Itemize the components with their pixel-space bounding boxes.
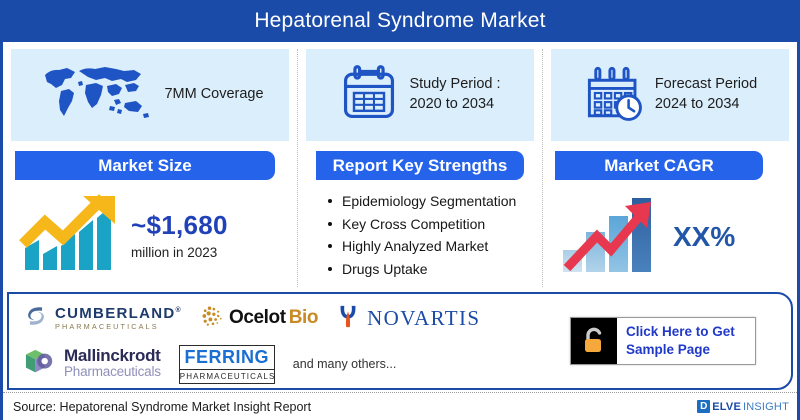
- ocelot-dots-icon: [200, 303, 226, 334]
- mallinckrodt-cube-icon: [23, 347, 57, 382]
- info-card-forecast-period-label: Forecast Period 2024 to 2034: [655, 75, 757, 114]
- cta-line1: Click Here to Get: [626, 324, 735, 340]
- list-item: Epidemiology Segmentation: [328, 190, 530, 213]
- strengths-bar-wrap: Report Key Strengths: [306, 151, 534, 180]
- growth-bar-chart-icon: [19, 194, 123, 277]
- list-item: Key Cross Competition: [328, 213, 530, 236]
- report-strengths-list: Epidemiology Segmentation Key Cross Comp…: [306, 180, 534, 281]
- logo-row-2: Mallinckrodt Pharmaceuticals FERRING PHA…: [23, 342, 564, 386]
- mallinckrodt-subtitle: Pharmaceuticals: [64, 364, 161, 380]
- market-size-value: ~$1,680: [131, 209, 228, 240]
- ocelot-bio-word: Bio: [288, 307, 319, 328]
- sample-page-cta-label: Click Here to Get Sample Page: [617, 318, 755, 364]
- delveinsight-part2: INSIGHT: [742, 400, 789, 413]
- list-item: Highly Analyzed Market: [328, 235, 530, 258]
- column-market-cagr: Forecast Period 2024 to 2034 Market CAGR: [543, 49, 797, 287]
- logo-novartis: NOVARTIS: [336, 302, 480, 335]
- info-card-study-period: Study Period : 2020 to 2034: [306, 49, 534, 141]
- logo-grid: CUMBERLAND® PHARMACEUTICALS: [9, 296, 564, 386]
- logo-mallinckrodt: Mallinckrodt Pharmaceuticals: [23, 347, 161, 382]
- partner-logos-panel: CUMBERLAND® PHARMACEUTICALS: [7, 292, 793, 390]
- delveinsight-logo: D ELVE INSIGHT: [697, 400, 789, 413]
- logo-ocelot-bio: Ocelot Bio: [200, 303, 319, 334]
- forecast-period-line1: Forecast Period: [654, 76, 758, 93]
- cta-line2: Sample Page: [626, 342, 711, 357]
- sample-page-cta-button[interactable]: Click Here to Get Sample Page: [570, 317, 756, 365]
- study-period-line2: 2020 to 2034: [409, 96, 495, 112]
- section-title-market-size: Market Size: [98, 155, 192, 175]
- info-card-coverage-label: 7MM Coverage: [164, 86, 264, 103]
- cumberland-subtitle: PHARMACEUTICALS: [55, 321, 159, 331]
- forecast-period-line2: 2024 to 2034: [654, 96, 740, 112]
- delveinsight-part1: ELVE: [712, 400, 741, 413]
- page-title: Hepatorenal Syndrome Market: [254, 9, 546, 32]
- calendar-icon: [339, 63, 399, 128]
- market-size-metric: ~$1,680 million in 2023: [11, 180, 289, 277]
- unlock-padlock-icon: [571, 318, 617, 364]
- growth-bar-chart-red-arrow-icon: [559, 194, 665, 279]
- section-header-market-size: Market Size: [15, 151, 275, 180]
- logo-cumberland: CUMBERLAND® PHARMACEUTICALS: [23, 303, 182, 334]
- world-map-icon: [36, 60, 154, 131]
- mallinckrodt-name: Mallinckrodt: [64, 346, 161, 366]
- logo-row-1: CUMBERLAND® PHARMACEUTICALS: [23, 296, 564, 340]
- novartis-word: NOVARTIS: [367, 305, 481, 330]
- ferring-subtitle: PHARMACEUTICALS: [178, 369, 275, 384]
- section-title-market-cagr: Market CAGR: [604, 155, 714, 175]
- study-period-line1: Study Period :: [409, 76, 501, 93]
- list-item: Drugs Uptake: [328, 258, 530, 281]
- section-header-report-strengths: Report Key Strengths: [316, 151, 524, 180]
- source-label: Source: Hepatorenal Syndrome Market Insi…: [13, 399, 312, 414]
- cumberland-swoosh-icon: [23, 303, 49, 334]
- cumberland-name: CUMBERLAND: [55, 304, 176, 322]
- section-title-report-strengths: Report Key Strengths: [332, 155, 508, 175]
- ocelot-word: Ocelot: [228, 307, 286, 328]
- calendar-clock-icon: [583, 63, 645, 128]
- ferring-name: FERRING: [178, 344, 275, 370]
- delveinsight-initial: D: [697, 400, 711, 413]
- novartis-flame-icon: [336, 302, 360, 335]
- logo-ferring: FERRING PHARMACEUTICALS: [178, 344, 275, 384]
- market-cagr-value: XX%: [673, 220, 736, 252]
- section-header-market-cagr: Market CAGR: [555, 151, 763, 180]
- info-card-forecast-period: Forecast Period 2024 to 2034: [551, 49, 789, 141]
- market-cagr-metric: XX%: [551, 180, 789, 279]
- info-card-study-period-label: Study Period : 2020 to 2034: [409, 75, 500, 114]
- column-market-size: 7MM Coverage Market Size: [3, 49, 297, 287]
- page-header: Hepatorenal Syndrome Market: [0, 0, 800, 42]
- page-footer: Source: Hepatorenal Syndrome Market Insi…: [3, 392, 797, 420]
- market-size-subtitle: million in 2023: [131, 244, 218, 260]
- cumberland-reg: ®: [175, 306, 182, 314]
- column-report-strengths: Study Period : 2020 to 2034 Report Key S…: [297, 49, 543, 287]
- cagr-bar-wrap: Market CAGR: [551, 151, 789, 180]
- content-columns: 7MM Coverage Market Size: [3, 42, 797, 287]
- many-others-label: and many others...: [292, 357, 397, 371]
- market-size-bar-wrap: Market Size: [11, 151, 289, 180]
- info-card-coverage: 7MM Coverage: [11, 49, 289, 141]
